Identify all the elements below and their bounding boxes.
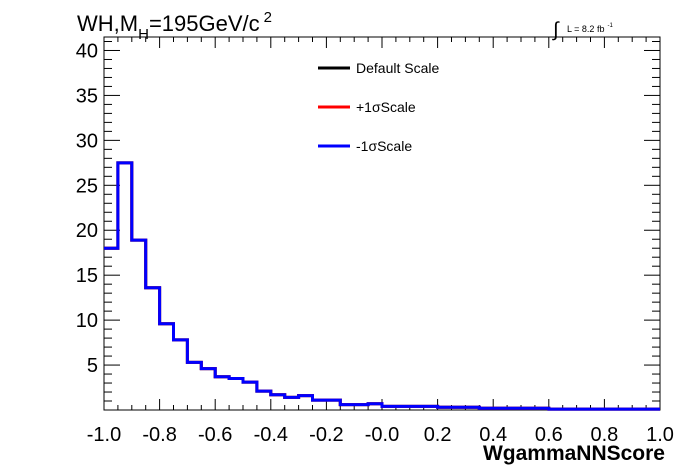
y-axis-tick-labels: 5 10 15 20 25 30 35 40 (76, 40, 98, 377)
chart-title-rest: =195GeV/c (149, 11, 260, 36)
chart-title-main: WH,M (77, 11, 138, 36)
x-tick-label: 0.6 (535, 424, 563, 446)
histogram-series (104, 161, 660, 411)
lumi-label: L = 8.2 fb -1 (567, 23, 613, 34)
y-tick-label: 15 (76, 265, 98, 287)
y-tick-label: 10 (76, 310, 98, 332)
chart-title-subscript: H (138, 26, 149, 43)
x-tick-label: 0.4 (479, 424, 507, 446)
lumi-integral-symbol: ∫ (552, 19, 560, 41)
legend-label: +1σScale (356, 99, 416, 115)
x-tick-label: -0.6 (198, 424, 232, 446)
y-tick-label: 30 (76, 130, 98, 152)
series-line-1 (104, 161, 660, 411)
legend: Default Scale +1σScale -1σScale (318, 60, 439, 154)
y-tick-label: 25 (76, 175, 98, 197)
x-tick-label: -0.8 (142, 424, 176, 446)
x-tick-label: 0.8 (590, 424, 618, 446)
y-tick-label: 20 (76, 220, 98, 242)
x-tick-label: 0.2 (424, 424, 452, 446)
x-tick-label: -0.2 (309, 424, 343, 446)
chart-title: WH,MH=195GeV/c 2 (77, 9, 272, 43)
lumi-text: L = 8.2 fb (567, 24, 604, 34)
chart-title-superscript: 2 (264, 9, 272, 26)
x-axis-tick-labels: -1.0 -0.8 -0.6 -0.4 -0.2 -0.0 0.2 0.4 0.6 0.8 1.0 (87, 424, 674, 446)
legend-label: Default Scale (356, 60, 439, 76)
axis-ticks (103, 37, 661, 410)
x-tick-label: -1.0 (87, 424, 121, 446)
series-line-3 (104, 161, 660, 411)
lumi-superscript: -1 (607, 23, 613, 29)
x-tick-label: -0.4 (254, 424, 288, 446)
series-line-2 (104, 161, 660, 411)
legend-label: -1σScale (356, 138, 412, 154)
y-tick-label: 35 (76, 85, 98, 107)
y-tick-label: 40 (76, 40, 98, 62)
y-tick-label: 5 (87, 355, 98, 377)
x-tick-label: -0.0 (365, 424, 399, 446)
x-tick-label: 1.0 (646, 424, 674, 446)
x-axis-title: WgammaNNScore (483, 442, 665, 465)
